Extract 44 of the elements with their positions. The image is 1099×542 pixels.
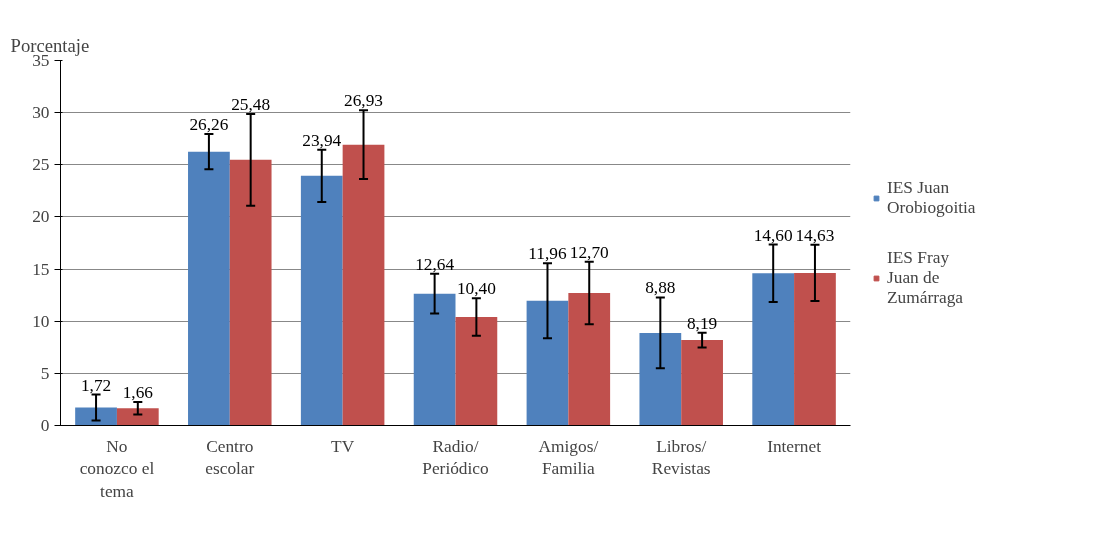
- x-tick-label: Libros/ Revistas: [651, 436, 711, 479]
- y-tick-label: 15: [32, 259, 50, 279]
- bar: [681, 340, 723, 426]
- bar: [413, 293, 456, 426]
- bar: [568, 293, 611, 426]
- legend-label: IES Fray Juan de Zumárraga: [887, 247, 964, 308]
- data-label: 10,40: [456, 279, 496, 299]
- y-tick-label: 25: [32, 155, 50, 175]
- bar: [188, 151, 230, 426]
- y-tick-label: 5: [40, 363, 50, 383]
- data-label: 26,26: [189, 114, 229, 134]
- bar: [116, 408, 159, 426]
- data-label: 14,60: [753, 225, 793, 245]
- bar: [229, 159, 272, 426]
- y-tick-label: 30: [32, 103, 50, 123]
- bar: [752, 273, 795, 426]
- data-label: 1,66: [122, 382, 154, 402]
- data-label: 8,88: [645, 278, 676, 298]
- bar: [526, 300, 569, 426]
- data-label: 12,64: [415, 254, 455, 274]
- data-label: 25,48: [231, 94, 271, 114]
- x-tick-label: Radio/ Periódico: [422, 436, 489, 479]
- data-label: 1,72: [80, 375, 112, 395]
- data-label: 11,96: [528, 244, 567, 264]
- bar: [300, 175, 343, 426]
- x-tick-label: TV: [331, 436, 355, 456]
- data-label: 26,93: [344, 91, 384, 111]
- bar: [455, 317, 498, 426]
- x-tick-label: Centro escolar: [205, 436, 255, 479]
- x-tick-label: Amigos/ Familia: [538, 436, 599, 479]
- bar: [639, 332, 682, 426]
- x-tick-label: No conozco el tema: [79, 436, 155, 502]
- y-tick-label: 10: [32, 311, 50, 331]
- data-label: 14,63: [795, 225, 835, 245]
- bar: [342, 144, 385, 426]
- bar: [794, 272, 836, 426]
- data-label: 12,70: [569, 242, 609, 262]
- bar: [75, 407, 117, 426]
- x-tick-label: Internet: [767, 436, 822, 456]
- legend-label: IES Juan Orobiogoitia: [887, 177, 976, 218]
- y-tick-label: 0: [40, 416, 50, 435]
- data-label: 23,94: [302, 130, 342, 150]
- data-label: 8,19: [686, 313, 718, 333]
- y-tick-label: 20: [32, 207, 50, 227]
